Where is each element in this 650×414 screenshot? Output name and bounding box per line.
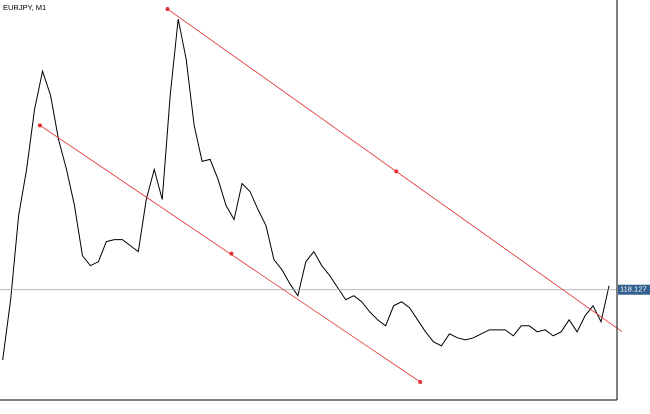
marks bbox=[0, 7, 623, 384]
trend-anchor bbox=[229, 251, 234, 256]
trend-anchor bbox=[37, 123, 42, 128]
trend-anchor bbox=[394, 169, 399, 174]
trend-anchor bbox=[418, 379, 423, 384]
price-line bbox=[2, 18, 610, 360]
chart-title: EURJPY, M1 bbox=[3, 3, 46, 12]
current-price-box bbox=[618, 284, 650, 295]
current-price-label: 118.127 bbox=[620, 285, 647, 294]
trend-anchor bbox=[165, 7, 170, 12]
labels: 118.127 bbox=[618, 285, 650, 295]
